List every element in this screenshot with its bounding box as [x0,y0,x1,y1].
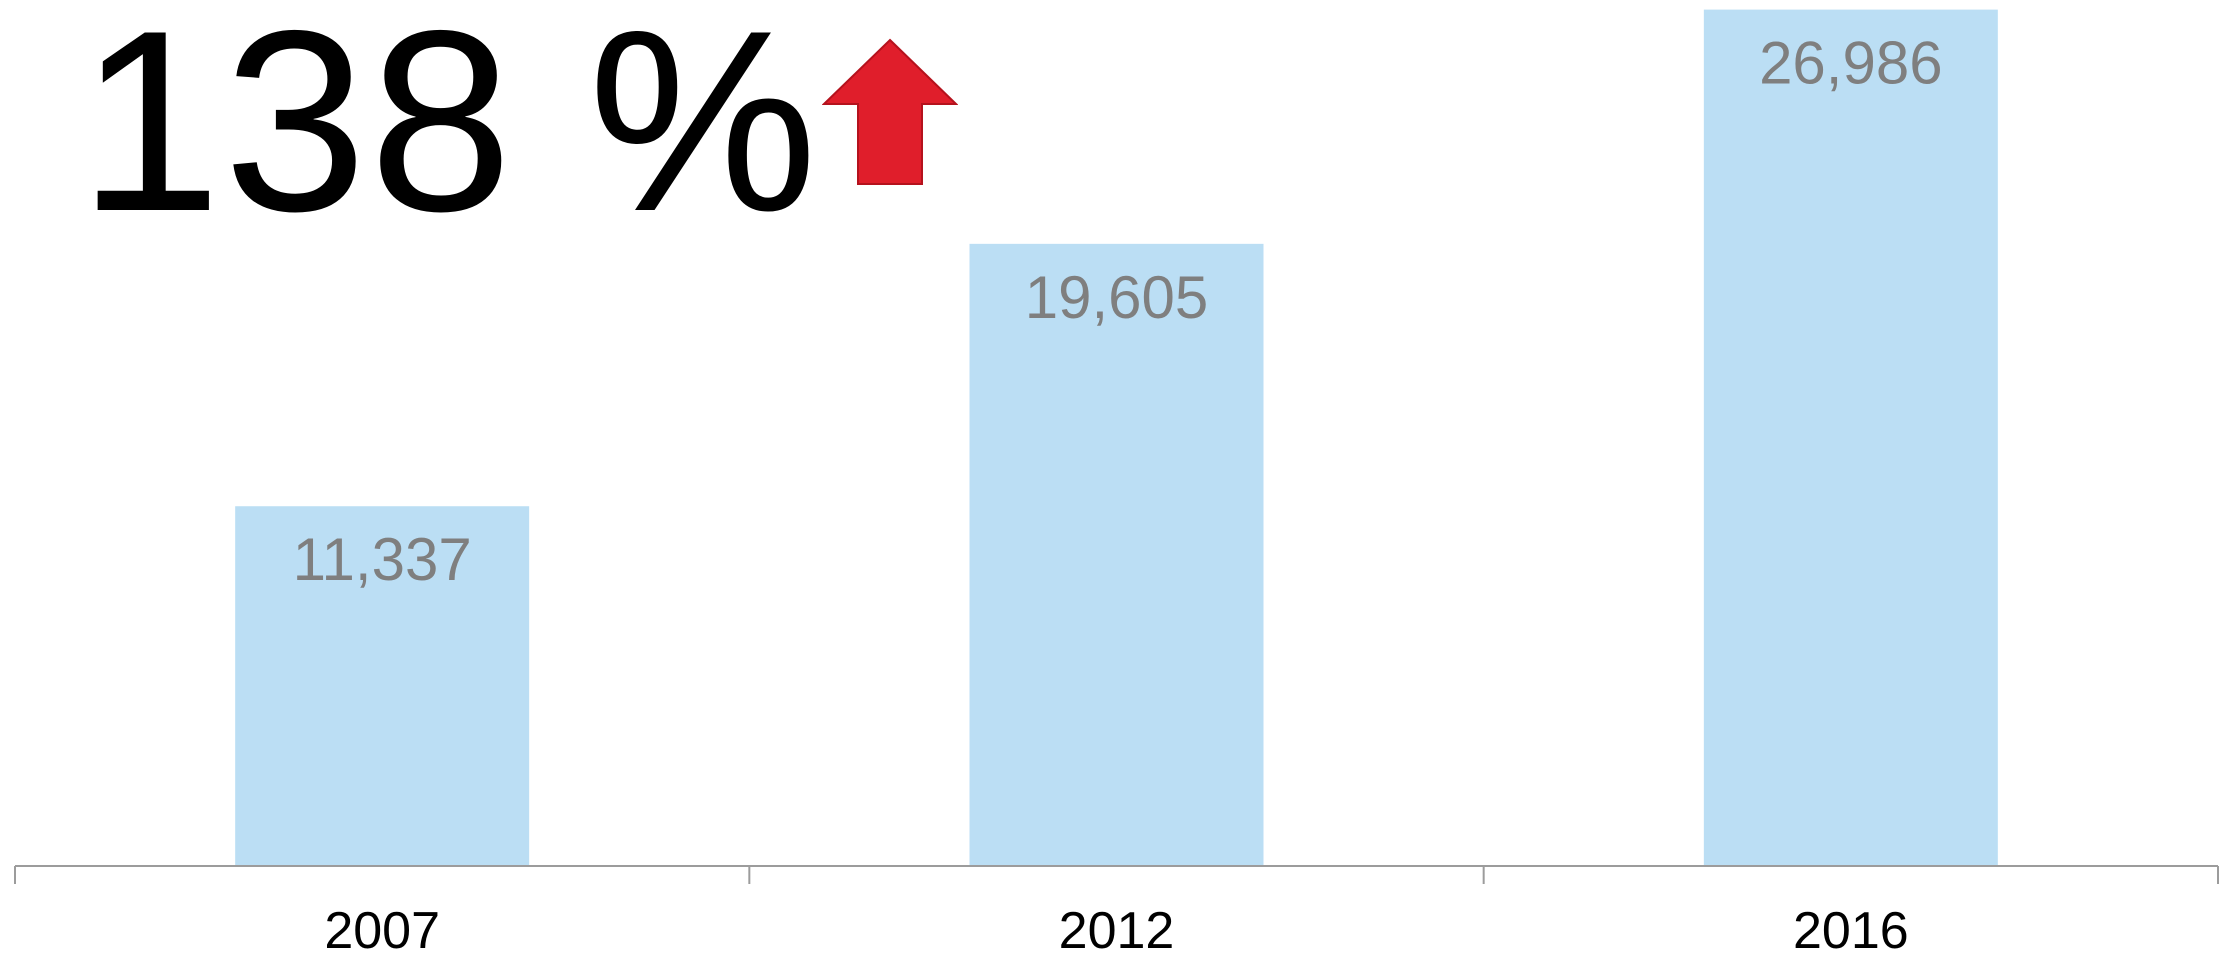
bar-2007 [235,506,530,866]
value-label-2012: 19,605 [1025,264,1209,331]
x-axis [14,865,2219,884]
bar-2012 [969,243,1264,867]
value-label-2007: 11,337 [293,526,472,593]
x-tick-labels: 2007 2012 2016 [324,902,1908,954]
up-arrow-icon [821,38,959,186]
bar-2016 [1703,9,1998,866]
value-label-2016: 26,986 [1759,30,1943,97]
value-labels: 11,337 19,605 26,986 [293,30,1943,594]
tick-label-2007: 2007 [324,902,440,954]
bars [235,9,1998,867]
tick-label-2012: 2012 [1059,902,1175,954]
percent-change-value: 138 % [78,0,820,265]
tick-label-2016: 2016 [1793,902,1909,954]
